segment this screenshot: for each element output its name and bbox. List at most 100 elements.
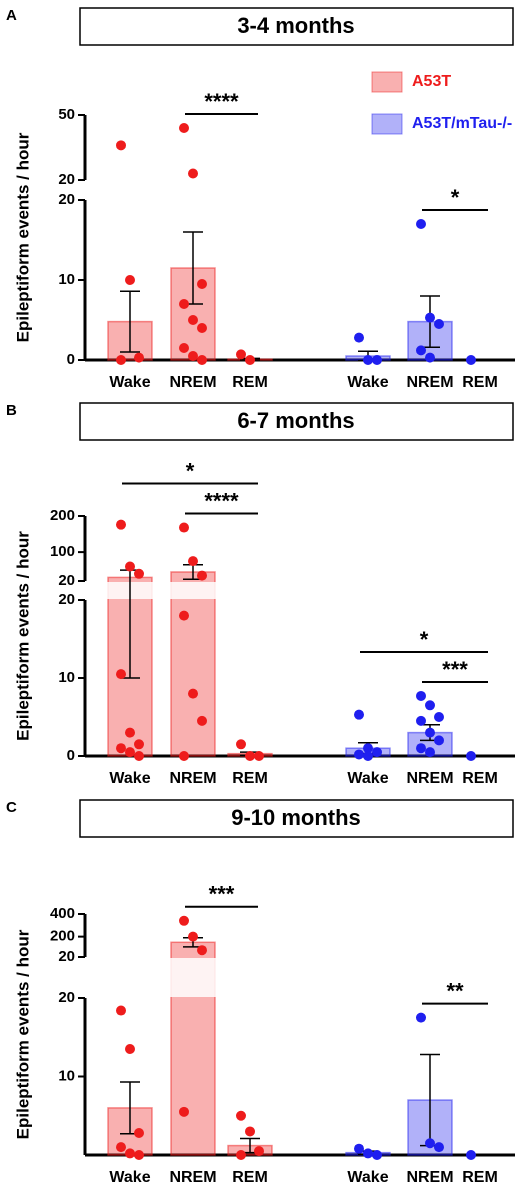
y-tick-label: 200 [50, 928, 75, 945]
data-point [116, 140, 126, 151]
axis-break [169, 958, 217, 997]
y-axis-label: Epileptiform events / hour [13, 929, 32, 1139]
x-tick-label: REM [232, 770, 268, 787]
data-point [372, 355, 382, 365]
y-axis-label: Epileptiform events / hour [13, 531, 32, 741]
y-tick-label: 20 [58, 191, 75, 208]
data-point [466, 355, 476, 365]
data-point [425, 747, 435, 758]
data-point [354, 332, 364, 343]
error-bar [120, 290, 140, 353]
data-point [425, 1138, 435, 1149]
data-point [179, 522, 189, 533]
x-tick-label: Wake [109, 1169, 150, 1186]
y-tick-label: 10 [58, 271, 75, 288]
data-point [425, 727, 435, 738]
data-point [197, 279, 207, 289]
data-point [134, 751, 144, 761]
data-point [416, 219, 426, 229]
data-point [125, 1044, 135, 1055]
y-tick-label: 20 [58, 948, 75, 965]
data-point [354, 749, 364, 760]
data-point [245, 751, 255, 761]
data-point [416, 743, 426, 754]
data-point [116, 743, 126, 754]
significance-label: ** [446, 978, 464, 1003]
data-point [134, 739, 144, 750]
data-point [363, 751, 373, 761]
x-tick-label: REM [232, 1169, 268, 1186]
data-point [354, 709, 364, 720]
significance-label: * [186, 458, 195, 483]
data-point [416, 345, 426, 356]
data-point [197, 570, 207, 581]
significance-label: * [420, 627, 429, 652]
legend-swatch [371, 71, 403, 93]
x-tick-label: REM [462, 374, 498, 391]
data-point [354, 1143, 364, 1154]
y-tick-label: 400 [50, 905, 75, 922]
data-point [116, 669, 126, 680]
x-tick-label: Wake [109, 374, 150, 391]
x-tick-label: REM [232, 374, 268, 391]
data-point [125, 747, 135, 758]
y-tick-label: 20 [58, 572, 75, 589]
data-point [134, 1150, 144, 1160]
bar [170, 571, 216, 757]
y-tick-label: 20 [58, 989, 75, 1006]
data-point [466, 1150, 476, 1160]
legend-swatch [371, 113, 403, 135]
x-tick-label: REM [462, 1169, 498, 1186]
data-point [116, 1005, 126, 1016]
y-tick-label: 10 [58, 669, 75, 686]
data-point [179, 915, 189, 926]
x-tick-label: NREM [169, 374, 216, 391]
data-point [236, 1110, 246, 1121]
x-tick-label: NREM [169, 1169, 216, 1186]
data-point [125, 727, 135, 738]
data-point [179, 751, 189, 761]
data-point [125, 561, 135, 572]
y-tick-label: 10 [58, 1067, 75, 1084]
data-point [236, 349, 246, 360]
x-tick-label: Wake [347, 770, 388, 787]
data-point [363, 1148, 373, 1159]
data-point [245, 1126, 255, 1137]
data-point [372, 747, 382, 758]
x-tick-label: Wake [347, 1169, 388, 1186]
data-point [425, 352, 435, 363]
x-tick-label: NREM [406, 770, 453, 787]
axis-break [169, 582, 217, 599]
x-tick-label: REM [462, 770, 498, 787]
x-tick-label: NREM [406, 374, 453, 391]
x-tick-label: Wake [347, 374, 388, 391]
data-point [363, 355, 373, 365]
panel-label: B [6, 402, 17, 419]
data-point [434, 1142, 444, 1153]
data-point [188, 315, 198, 325]
data-point [179, 610, 189, 621]
data-point [434, 319, 444, 329]
y-axis-label: Epileptiform events / hour [13, 132, 32, 342]
data-point [188, 351, 198, 361]
data-point [179, 123, 189, 133]
legend-label: A53T [412, 73, 451, 90]
legend-label: A53T/mTau-/- [412, 115, 512, 132]
data-point [245, 355, 255, 365]
data-point [116, 355, 126, 365]
data-point [197, 715, 207, 726]
significance-label: * [451, 185, 460, 210]
data-point [188, 931, 198, 942]
title-box [79, 7, 514, 46]
title-box [79, 799, 514, 838]
data-point [134, 1128, 144, 1139]
x-tick-label: Wake [109, 770, 150, 787]
data-point [363, 743, 373, 754]
y-tick-label: 100 [50, 543, 75, 560]
y-tick-label: 20 [58, 591, 75, 608]
significance-label: *** [442, 657, 468, 682]
data-point [425, 312, 435, 323]
data-point [416, 715, 426, 726]
panel-title: 6-7 months [237, 408, 354, 433]
data-point [197, 323, 207, 333]
